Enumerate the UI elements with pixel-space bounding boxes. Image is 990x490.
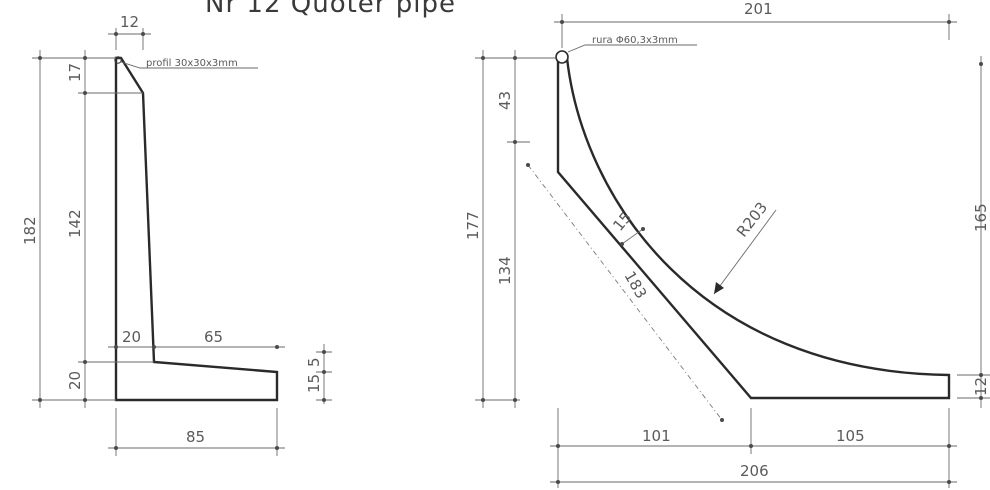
dim-label-left-bottom-seg: 20 <box>66 371 84 390</box>
dim-label-right-end-height: 12 <box>972 377 990 396</box>
dim-dot <box>322 350 326 354</box>
dim-dot <box>947 444 951 448</box>
dim-dot <box>560 20 564 24</box>
dim-label-right-slant: 183 <box>621 268 651 302</box>
dim-dot <box>114 32 118 36</box>
dim-line-right-top <box>554 14 957 48</box>
dim-label-right-small-offset: 15 <box>609 208 635 234</box>
left-profile-note: profil 30x30x3mm <box>146 58 238 69</box>
dim-dot <box>513 140 517 144</box>
dim-dot <box>481 398 485 402</box>
dim-label-right-lower-seg: 134 <box>496 256 514 285</box>
dim-label-left-total-height: 182 <box>21 216 39 245</box>
left-note-leader <box>120 61 258 69</box>
left-profile-marker-icon <box>114 56 122 64</box>
left-profile-outline <box>114 56 279 402</box>
dim-label-right-side-height: 165 <box>972 203 990 232</box>
dim-label-left-end-a: 15 <box>305 374 323 393</box>
dim-label-left-leg-length: 65 <box>204 328 223 346</box>
right-profile-note: rura Φ60,3x3mm <box>592 35 678 46</box>
dim-dot <box>481 56 485 60</box>
dim-label-left-top-width: 12 <box>120 13 139 31</box>
dim-dot <box>141 32 145 36</box>
dim-dot <box>83 56 87 60</box>
dim-label-left-end-b: 5 <box>305 357 323 367</box>
dim-dot <box>275 345 279 349</box>
dim-dot <box>513 56 517 60</box>
dim-dot <box>38 398 42 402</box>
dim-dot <box>947 20 951 24</box>
dim-label-right-total-height: 177 <box>464 211 482 240</box>
dim-dot <box>947 480 951 484</box>
dim-dot <box>979 373 983 377</box>
dim-dot <box>979 396 983 400</box>
pipe-section-icon <box>555 50 569 64</box>
right-profile-outline <box>556 56 951 400</box>
dim-dot <box>513 398 517 402</box>
radius-arrow-icon <box>714 282 724 294</box>
dim-dot <box>322 398 326 402</box>
left-profile: profil 30x30x3mm 12 182 17 142 20 20 65 … <box>21 13 332 456</box>
dim-dot <box>152 345 156 349</box>
dim-label-left-base-width: 85 <box>186 428 205 446</box>
dim-dot <box>322 370 326 374</box>
dim-line-right-small-offset <box>621 228 644 245</box>
dim-line-right-total-height <box>475 50 556 408</box>
dim-line-left-total-height <box>32 50 116 408</box>
right-profile: rura Φ60,3x3mm 201 177 43 134 183 15 R20… <box>464 0 990 488</box>
dim-dot <box>720 418 724 422</box>
dim-dot <box>641 227 645 231</box>
dim-dot <box>114 446 118 450</box>
dim-dot <box>556 480 560 484</box>
dim-dot <box>749 444 753 448</box>
dim-dot <box>526 163 530 167</box>
dim-dot <box>979 62 983 66</box>
drawing-title: Nr 12 Quoter pipe <box>205 0 456 19</box>
dim-label-right-top-seg: 43 <box>496 91 514 110</box>
dim-label-left-top-seg: 17 <box>66 63 84 82</box>
dim-dot <box>83 398 87 402</box>
dim-label-right-radius: R203 <box>733 199 771 241</box>
dim-dot <box>275 446 279 450</box>
dim-dot <box>114 345 118 349</box>
dim-label-left-mid-seg: 142 <box>66 209 84 238</box>
dim-dot <box>620 242 624 246</box>
dim-line-left-top <box>108 28 151 50</box>
dim-line-right-radius <box>713 209 777 295</box>
dim-dot <box>83 91 87 95</box>
dim-dot <box>556 444 560 448</box>
dim-line-left-segments <box>78 50 154 408</box>
dim-line-right-slant <box>527 164 723 421</box>
right-note-leader <box>567 44 697 53</box>
dim-label-right-top-width: 201 <box>744 0 773 18</box>
dim-label-right-base-total: 206 <box>740 462 769 480</box>
dim-label-right-base-left: 101 <box>642 427 671 445</box>
dim-line-right-side <box>957 56 990 408</box>
dim-label-right-base-right: 105 <box>836 427 865 445</box>
dim-label-left-inner-offset: 20 <box>122 328 141 346</box>
dim-dot <box>83 360 87 364</box>
dim-dot <box>38 56 42 60</box>
dim-line-right-segments <box>507 50 530 408</box>
